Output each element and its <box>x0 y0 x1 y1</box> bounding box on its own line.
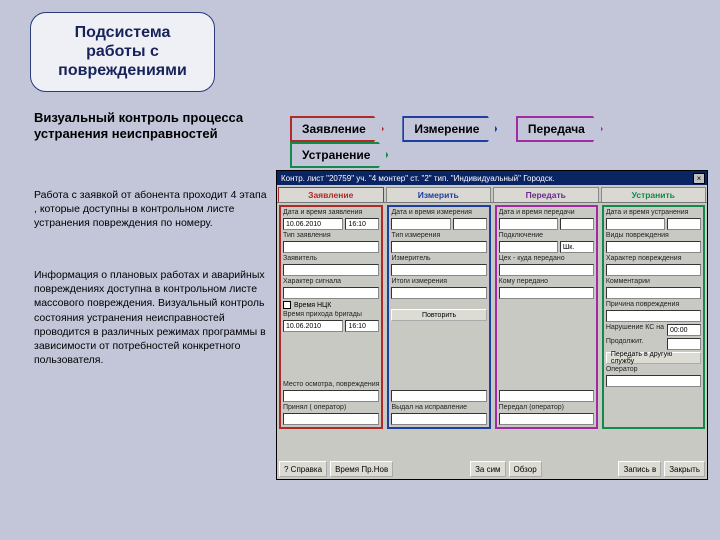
label: Дата и время измерения <box>391 209 486 216</box>
t-conn[interactable] <box>499 241 558 253</box>
tab-fix[interactable]: Устранить <box>601 187 707 202</box>
repeat-button[interactable]: Повторить <box>391 309 486 321</box>
close-button[interactable]: Закрыть <box>664 461 705 477</box>
f-time[interactable] <box>667 218 701 230</box>
t-shk[interactable]: Шк. <box>560 241 594 253</box>
tab-declare[interactable]: Заявление <box>278 187 384 202</box>
col-transfer: Дата и время передачи Подключение Шк. Це… <box>495 205 598 429</box>
tab-measure[interactable]: Измерить <box>386 187 492 202</box>
f-char[interactable] <box>606 264 701 276</box>
save-button[interactable]: За сим <box>470 461 505 477</box>
label: Кому передано <box>499 278 594 285</box>
t-date[interactable] <box>499 218 558 230</box>
m-who[interactable] <box>391 264 486 276</box>
help-button[interactable]: ? Справка <box>279 461 327 477</box>
type-input[interactable] <box>283 241 379 253</box>
stage-arrows: Заявление Измерение Передача Устранение <box>290 116 720 168</box>
m-type[interactable] <box>391 241 486 253</box>
label: Дата и время устранения <box>606 209 701 216</box>
review-button[interactable]: Обзор <box>509 461 542 477</box>
m-result[interactable] <box>391 287 486 299</box>
transfer-service-button[interactable]: Передать в другую службу <box>606 352 701 364</box>
t-time[interactable] <box>560 218 594 230</box>
label: Оператор <box>606 366 701 373</box>
label: Подключение <box>499 232 594 239</box>
label: Передал (оператор) <box>499 404 594 411</box>
col-measure: Дата и время измерения Тип измерения Изм… <box>387 205 490 429</box>
m-issued[interactable] <box>391 413 486 425</box>
date-input[interactable]: 10.06.2010 <box>283 218 343 230</box>
label: Выдал на исправление <box>391 404 486 411</box>
t-whom[interactable] <box>499 287 594 299</box>
label: Итоги измерения <box>391 278 486 285</box>
col-declare: Дата и время заявления 10.06.2010 16:10 … <box>279 205 383 429</box>
label: Нарушение КС на <box>606 324 665 336</box>
time-input[interactable]: 16:10 <box>345 218 379 230</box>
damage-place-input[interactable] <box>283 390 379 402</box>
label: Измеритель <box>391 255 486 262</box>
window-titlebar: Контр. лист "20759" уч. "4 монтер" ст. "… <box>277 171 707 185</box>
title-badge: Подсистема работы с повреждениями <box>30 12 215 92</box>
subtitle: Визуальный контроль процесса устранения … <box>34 110 264 143</box>
done-button[interactable]: Запись в <box>618 461 661 477</box>
f-operator[interactable] <box>606 375 701 387</box>
tabstrip: Заявление Измерить Передать Устранить <box>277 185 707 203</box>
m-time[interactable] <box>453 218 487 230</box>
label: Принял ( оператор) <box>283 404 379 411</box>
label: Характер повреждения <box>606 255 701 262</box>
dur-time[interactable] <box>667 338 701 350</box>
nck-checkbox[interactable]: Время НЦК <box>283 301 379 309</box>
label: Виды повреждения <box>606 232 701 239</box>
t-dept[interactable] <box>499 264 594 276</box>
stage-arrow-4: Устранение <box>290 142 388 168</box>
label: Продолжит. <box>606 338 665 350</box>
t-extra[interactable] <box>499 390 594 402</box>
label: Причина повреждения <box>606 301 701 308</box>
label: Характер сигнала <box>283 278 379 285</box>
m-date[interactable] <box>391 218 450 230</box>
m-extra[interactable] <box>391 390 486 402</box>
tab-transfer[interactable]: Передать <box>493 187 599 202</box>
f-comment[interactable] <box>606 287 701 299</box>
label: Тип заявления <box>283 232 379 239</box>
col-fix: Дата и время устранения Виды повреждения… <box>602 205 705 429</box>
label: Комментарии <box>606 278 701 285</box>
f-kind[interactable] <box>606 241 701 253</box>
label: Место осмотра, повреждения <box>283 381 379 388</box>
date2-input[interactable]: 10.06.2010 <box>283 320 343 332</box>
label: Тип измерения <box>391 232 486 239</box>
declarer-input[interactable] <box>283 264 379 276</box>
time2-input[interactable]: 16:10 <box>345 320 379 332</box>
close-icon[interactable]: × <box>693 173 705 184</box>
label: Дата и время заявления <box>283 209 379 216</box>
paragraph-2: Информация о плановых работах и аварийны… <box>34 268 272 367</box>
kc-time[interactable]: 00:00 <box>667 324 701 336</box>
window-title: Контр. лист "20759" уч. "4 монтер" ст. "… <box>281 174 693 183</box>
stage-arrow-1: Заявление <box>290 116 384 142</box>
label: Цех - куда передано <box>499 255 594 262</box>
operator-input[interactable] <box>283 413 379 425</box>
stage-arrow-3: Передача <box>516 116 603 142</box>
stage-arrow-2: Измерение <box>402 116 497 142</box>
label: Заявитель <box>283 255 379 262</box>
t-operator[interactable] <box>499 413 594 425</box>
bottom-toolbar: ? Справка Время Пр.Нов За сим Обзор Запи… <box>279 461 705 477</box>
rep-button[interactable]: Время Пр.Нов <box>330 461 393 477</box>
paragraph-1: Работа с заявкой от абонента проходит 4 … <box>34 188 272 231</box>
main-grid: Дата и время заявления 10.06.2010 16:10 … <box>277 203 707 431</box>
label: Время прихода бригады <box>283 311 379 318</box>
label: Дата и время передачи <box>499 209 594 216</box>
signal-input[interactable] <box>283 287 379 299</box>
f-cause[interactable] <box>606 310 701 322</box>
f-date[interactable] <box>606 218 665 230</box>
window-control-sheet: Контр. лист "20759" уч. "4 монтер" ст. "… <box>276 170 708 480</box>
